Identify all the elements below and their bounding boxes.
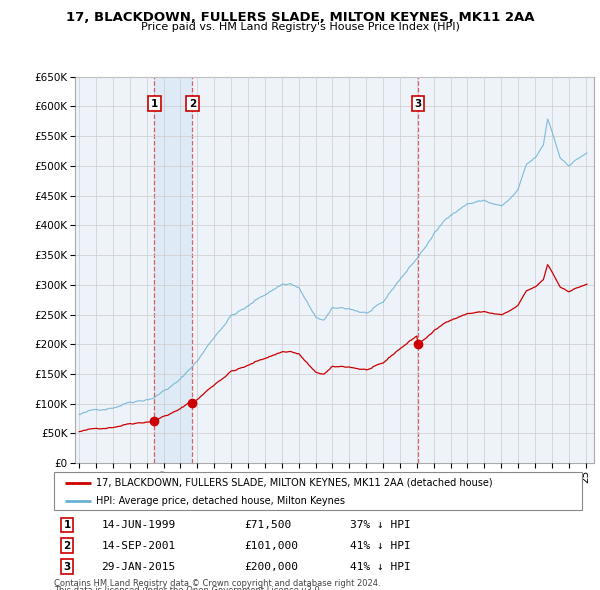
Text: HPI: Average price, detached house, Milton Keynes: HPI: Average price, detached house, Milt… bbox=[96, 496, 345, 506]
Text: 41% ↓ HPI: 41% ↓ HPI bbox=[350, 562, 410, 572]
Text: 29-JAN-2015: 29-JAN-2015 bbox=[101, 562, 176, 572]
Bar bbox=[154, 77, 193, 463]
Text: 3: 3 bbox=[64, 562, 71, 572]
FancyBboxPatch shape bbox=[54, 472, 582, 510]
Text: 37% ↓ HPI: 37% ↓ HPI bbox=[350, 520, 410, 530]
Text: 41% ↓ HPI: 41% ↓ HPI bbox=[350, 541, 410, 550]
Text: 1: 1 bbox=[64, 520, 71, 530]
Text: 2: 2 bbox=[64, 541, 71, 550]
Text: £101,000: £101,000 bbox=[244, 541, 298, 550]
Text: Price paid vs. HM Land Registry's House Price Index (HPI): Price paid vs. HM Land Registry's House … bbox=[140, 22, 460, 32]
Text: £71,500: £71,500 bbox=[244, 520, 292, 530]
Text: 2: 2 bbox=[189, 99, 196, 109]
Text: 17, BLACKDOWN, FULLERS SLADE, MILTON KEYNES, MK11 2AA: 17, BLACKDOWN, FULLERS SLADE, MILTON KEY… bbox=[66, 11, 534, 24]
Text: 3: 3 bbox=[415, 99, 422, 109]
Text: This data is licensed under the Open Government Licence v3.0.: This data is licensed under the Open Gov… bbox=[54, 586, 322, 590]
Text: 1: 1 bbox=[151, 99, 158, 109]
Text: 17, BLACKDOWN, FULLERS SLADE, MILTON KEYNES, MK11 2AA (detached house): 17, BLACKDOWN, FULLERS SLADE, MILTON KEY… bbox=[96, 478, 493, 488]
Text: Contains HM Land Registry data © Crown copyright and database right 2024.: Contains HM Land Registry data © Crown c… bbox=[54, 579, 380, 588]
Text: 14-JUN-1999: 14-JUN-1999 bbox=[101, 520, 176, 530]
Text: £200,000: £200,000 bbox=[244, 562, 298, 572]
Text: 14-SEP-2001: 14-SEP-2001 bbox=[101, 541, 176, 550]
